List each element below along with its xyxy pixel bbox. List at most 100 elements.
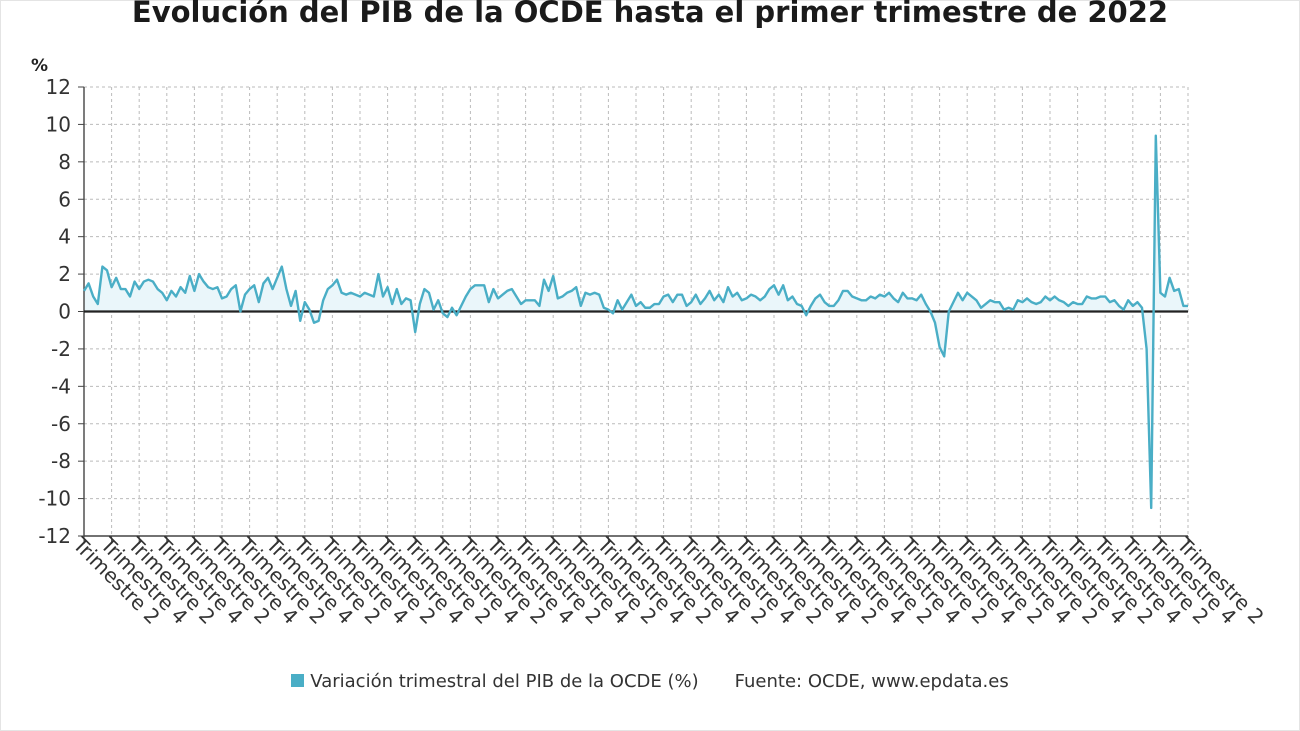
- y-tick-label: -6: [51, 412, 71, 436]
- data-point: [837, 299, 839, 301]
- data-point: [1021, 301, 1023, 303]
- data-point: [635, 305, 637, 307]
- y-tick-label: 12: [46, 75, 71, 99]
- data-point: [782, 284, 784, 286]
- y-tick-label: 8: [58, 150, 71, 174]
- data-point: [524, 299, 526, 301]
- axes: [78, 86, 1189, 544]
- data-point: [630, 293, 632, 295]
- data-point: [708, 290, 710, 292]
- data-point: [552, 275, 554, 277]
- y-tick-label: -4: [51, 374, 71, 398]
- data-point: [359, 295, 361, 297]
- data-point: [957, 292, 959, 294]
- data-point: [874, 297, 876, 299]
- data-point: [492, 288, 494, 290]
- data-point: [584, 292, 586, 294]
- data-point: [1178, 288, 1180, 290]
- data-point: [442, 312, 444, 314]
- data-point: [865, 299, 867, 301]
- data-point: [598, 293, 600, 295]
- data-point: [97, 303, 99, 305]
- data-point: [1168, 277, 1170, 279]
- data-point: [271, 288, 273, 290]
- data-point: [754, 295, 756, 297]
- data-point: [152, 280, 154, 282]
- data-point: [994, 301, 996, 303]
- data-point: [1040, 301, 1042, 303]
- data-point: [1155, 134, 1157, 136]
- data-point: [1063, 301, 1065, 303]
- data-point: [695, 293, 697, 295]
- data-point: [1026, 297, 1028, 299]
- data-point: [649, 307, 651, 309]
- data-point: [639, 301, 641, 303]
- data-point: [124, 288, 126, 290]
- data-point: [1127, 299, 1129, 301]
- data-point: [934, 322, 936, 324]
- data-point: [980, 307, 982, 309]
- data-point: [667, 293, 669, 295]
- series-line-layer: [82, 134, 1188, 510]
- data-point: [920, 293, 922, 295]
- data-point: [1030, 301, 1032, 303]
- data-point: [423, 288, 425, 290]
- data-point: [644, 307, 646, 309]
- data-point: [396, 288, 398, 290]
- data-point: [331, 284, 333, 286]
- data-point: [626, 301, 628, 303]
- data-point: [451, 307, 453, 309]
- data-point: [534, 299, 536, 301]
- data-point: [92, 295, 94, 297]
- data-point: [823, 301, 825, 303]
- data-point: [1136, 301, 1138, 303]
- data-point: [414, 331, 416, 333]
- data-point: [1145, 348, 1147, 350]
- data-point: [1095, 297, 1097, 299]
- data-point: [258, 301, 260, 303]
- data-point: [506, 290, 508, 292]
- data-point: [373, 295, 375, 297]
- data-point: [101, 265, 103, 267]
- data-point: [304, 301, 306, 303]
- data-point: [299, 320, 301, 322]
- y-tick-label: 10: [46, 112, 71, 136]
- data-point: [432, 308, 434, 310]
- data-point: [363, 292, 365, 294]
- data-point: [212, 288, 214, 290]
- data-point: [248, 288, 250, 290]
- data-point: [409, 299, 411, 301]
- data-point: [681, 293, 683, 295]
- data-point: [566, 292, 568, 294]
- data-point: [773, 284, 775, 286]
- data-point: [846, 290, 848, 292]
- data-point: [179, 286, 181, 288]
- data-point: [727, 286, 729, 288]
- data-point: [1132, 305, 1134, 307]
- data-point: [777, 293, 779, 295]
- data-point: [575, 286, 577, 288]
- data-point: [175, 295, 177, 297]
- data-point: [621, 308, 623, 310]
- data-point: [143, 280, 145, 282]
- data-point: [860, 299, 862, 301]
- data-point: [888, 292, 890, 294]
- data-point: [883, 295, 885, 297]
- data-point: [764, 295, 766, 297]
- data-point: [1141, 307, 1143, 309]
- data-point: [998, 301, 1000, 303]
- data-point: [235, 284, 237, 286]
- data-point: [805, 314, 807, 316]
- data-point: [262, 282, 264, 284]
- data-point: [1076, 303, 1078, 305]
- data-point: [1007, 307, 1009, 309]
- data-point: [386, 286, 388, 288]
- data-point: [902, 292, 904, 294]
- data-point: [662, 295, 664, 297]
- data-point: [138, 288, 140, 290]
- data-point: [768, 288, 770, 290]
- data-point: [690, 301, 692, 303]
- data-point: [814, 297, 816, 299]
- data-point: [892, 297, 894, 299]
- data-point: [570, 290, 572, 292]
